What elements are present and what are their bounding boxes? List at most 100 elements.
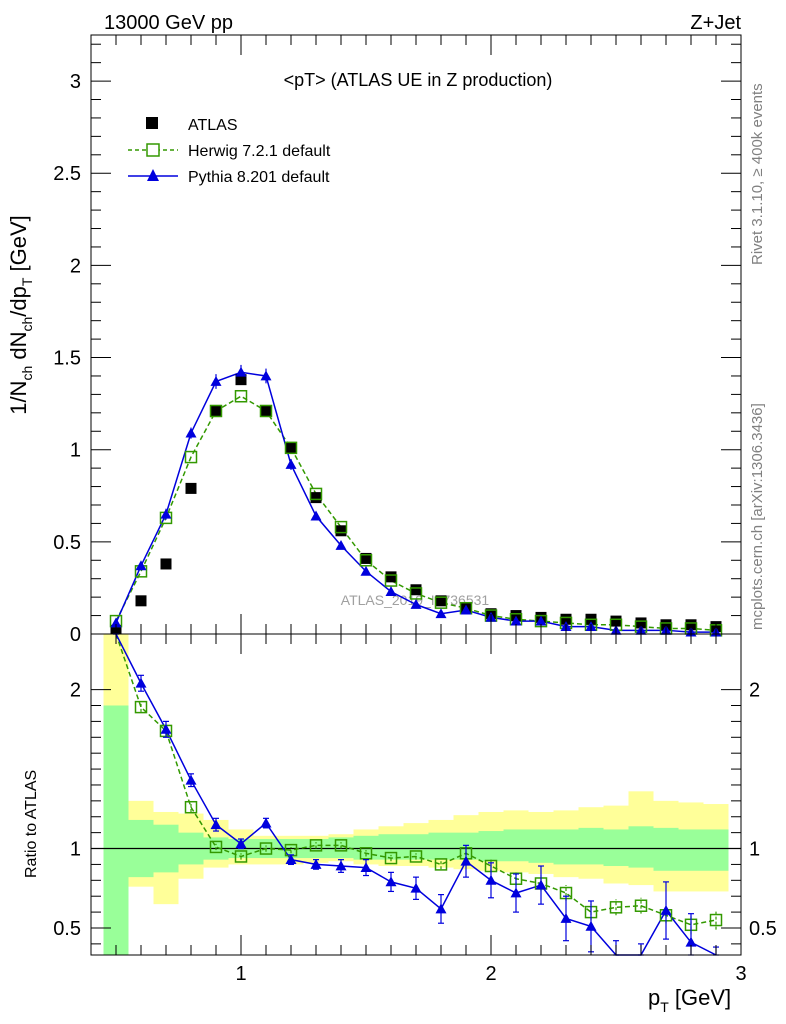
herwig-point	[309, 487, 323, 501]
pythia-point	[310, 510, 322, 521]
ratio-pythia-point	[485, 874, 497, 885]
rivet-label: Rivet 3.1.10, ≥ 400k events	[749, 83, 766, 265]
main-ytick-label: 0.5	[53, 532, 81, 554]
ratio-pythia-point	[135, 677, 147, 688]
ratio-pythia-point	[210, 819, 222, 830]
header-right: Z+Jet	[690, 12, 741, 34]
ratio-herwig-point	[609, 901, 623, 914]
pythia-point	[335, 540, 347, 550]
ratio-ytick-label-right: 1	[749, 839, 760, 861]
herwig-point	[209, 404, 223, 418]
legend-label-atlas: ATLAS	[188, 117, 238, 134]
ratio-ytick-label-right: 2	[749, 680, 760, 702]
main-ylabel: 1/Nch dNch/dpT [GeV]	[6, 215, 35, 415]
ratio-herwig-point	[359, 847, 373, 860]
pythia-point	[410, 599, 422, 609]
herwig-point	[384, 574, 398, 587]
ratio-uncertainty-bands	[91, 634, 741, 955]
ratio-pythia-point	[560, 912, 572, 923]
main-ytick-label: 3	[70, 71, 81, 93]
pythia-point	[135, 560, 147, 571]
ratio-ytick-label-left: 0.5	[53, 918, 81, 940]
ratio-herwig-point	[334, 839, 348, 852]
ratio-pythia-point	[335, 860, 347, 871]
ratio-ytick-label-left: 2	[70, 680, 81, 702]
pythia-point	[285, 458, 297, 469]
ratio-herwig-point	[309, 839, 323, 852]
ratio-pythia-point	[410, 882, 422, 893]
ratio-herwig-point	[184, 800, 198, 814]
ratio-herwig-point	[209, 840, 223, 854]
svg-text:1/Nch dNch/dpT [GeV]: 1/Nch dNch/dpT [GeV]	[6, 215, 35, 415]
ratio-band-inner	[628, 826, 654, 868]
legend-marker-herwig	[146, 143, 160, 157]
ratio-herwig-point	[134, 700, 148, 714]
pythia-point	[510, 615, 522, 626]
atlas-point	[160, 558, 172, 570]
atlas-point	[210, 405, 222, 417]
atlas-point	[335, 525, 347, 537]
ratio-herwig-point	[259, 842, 273, 855]
legend-marker-atlas	[146, 117, 158, 129]
ratio-herwig-point	[409, 850, 423, 863]
atlas-point	[285, 442, 297, 454]
ratio-pythia-point	[685, 936, 697, 947]
ratio-pythia-point	[460, 855, 472, 866]
atlas-point	[560, 613, 572, 625]
atlas-point	[310, 492, 322, 504]
ratio-herwig-point	[234, 850, 248, 863]
atlas-point	[360, 552, 372, 564]
herwig-point	[359, 554, 373, 567]
ratio-band-inner	[528, 829, 554, 863]
ratio-axes: 0.5 0.5 1 1 2 2 1 2 3	[53, 633, 777, 985]
pythia-point	[160, 508, 172, 519]
pythia-point	[110, 617, 122, 628]
main-ytick-label: 1.5	[53, 348, 81, 370]
herwig-point	[409, 587, 423, 600]
ratio-band-inner	[103, 705, 129, 955]
ratio-band-inner	[603, 829, 629, 867]
pythia-point	[535, 615, 547, 626]
ratio-pythia-point	[310, 858, 322, 869]
atlas-point	[510, 610, 522, 622]
ratio-xtick-label: 3	[735, 963, 746, 985]
ratio-band-inner	[553, 829, 579, 865]
herwig-point	[259, 404, 273, 418]
atlas-point	[610, 615, 622, 627]
atlas-point	[260, 405, 272, 417]
herwig-point	[334, 520, 348, 534]
ratio-pythia-point	[435, 903, 447, 914]
main-ytick-label: 1	[70, 440, 81, 462]
pythia-point	[185, 427, 197, 438]
legend-label-herwig: Herwig 7.2.1 default	[188, 143, 331, 160]
pythia-point	[260, 370, 272, 381]
ratio-ytick-label-left: 1	[70, 839, 81, 861]
pythia-point	[210, 375, 222, 386]
ratio-pythia-point	[360, 862, 372, 872]
ratio-band-inner	[428, 832, 454, 860]
watermark-group: ATLAS_2019_I1736531	[341, 592, 490, 608]
legend: ATLAS Herwig 7.2.1 default Pythia 8.201 …	[128, 117, 331, 186]
ratio-herwig-point	[709, 913, 723, 927]
ratio-herwig-point	[384, 851, 398, 865]
ratio-pythia-point	[260, 817, 272, 828]
ratio-herwig-line	[115, 633, 717, 926]
ratio-xtick-label: 1	[235, 963, 246, 985]
atlas-point	[410, 584, 422, 596]
ratio-pythia-point	[160, 723, 172, 734]
ratio-pythia-point	[535, 879, 547, 890]
ratio-band-inner	[478, 831, 504, 862]
herwig-point	[234, 389, 248, 403]
atlas-point	[185, 482, 197, 494]
main-ytick-label: 2.5	[53, 163, 81, 185]
pythia-point	[235, 366, 247, 377]
herwig-point	[284, 441, 298, 455]
pythia-point	[460, 604, 472, 615]
ratio-band-inner	[653, 827, 679, 871]
main-ytick-label: 2	[70, 255, 81, 277]
ratio-pythia-point	[235, 838, 247, 849]
ratio-band-inner	[503, 829, 529, 862]
herwig-point	[434, 596, 448, 609]
main-ytick-label: 0	[70, 624, 81, 646]
